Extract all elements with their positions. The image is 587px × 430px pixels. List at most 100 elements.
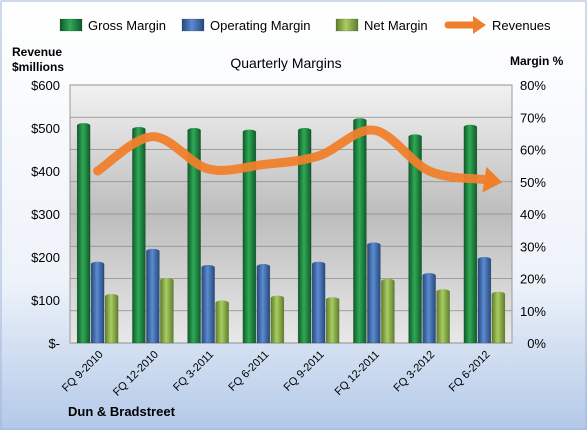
legend: Gross Margin Operating Margin Net Margin Re… <box>59 16 551 34</box>
y-left-tick-label: $400 <box>31 164 60 179</box>
legend-swatch <box>335 18 359 32</box>
bar-cap <box>132 126 146 132</box>
legend-label: Revenues <box>492 18 551 33</box>
y-left-label-line1: Revenue <box>12 45 62 59</box>
bar-body <box>132 128 146 344</box>
bar-body <box>201 266 215 344</box>
bar-cap <box>491 291 505 297</box>
bar-gross-margin <box>408 134 422 344</box>
bar-cap <box>326 297 340 302</box>
bar-body <box>491 293 506 344</box>
bar-gross-margin <box>353 118 367 344</box>
bar-operating-margin <box>146 248 160 344</box>
bar-operating-margin <box>201 265 215 344</box>
bar-body <box>270 297 285 344</box>
bar-operating-margin <box>367 242 381 344</box>
bar-body <box>215 302 229 344</box>
y-left-tick-label: $500 <box>31 121 60 136</box>
footer-company: Dun & Bradstreet <box>68 404 176 419</box>
bar-cap <box>77 123 91 128</box>
bar-net-margin <box>381 278 395 344</box>
bar-cap <box>187 127 201 133</box>
bar-body <box>436 291 450 344</box>
bar-net-margin <box>325 297 340 344</box>
bar-body <box>90 263 105 344</box>
bar-body <box>311 263 326 344</box>
y-right-tick-label: 40% <box>520 207 546 222</box>
bar-gross-margin <box>132 126 146 344</box>
bar-cap <box>242 129 256 134</box>
bar-cap <box>215 300 229 305</box>
bar-net-margin <box>491 291 506 344</box>
bar-cap <box>367 242 381 247</box>
bar-operating-margin <box>256 264 271 344</box>
legend-label: Net Margin <box>364 18 428 33</box>
legend-item-gross-margin: Gross Margin <box>59 18 166 33</box>
bar-cap <box>298 127 312 133</box>
bar-net-margin <box>104 294 119 344</box>
y-left-tick-label: $200 <box>31 250 60 265</box>
revenue-line <box>93 125 503 193</box>
bar-body <box>381 280 395 344</box>
bar-net-margin <box>215 300 229 344</box>
y-left-tick-label: $300 <box>31 207 60 222</box>
legend-arrowhead <box>473 16 486 34</box>
bars <box>76 118 506 344</box>
revenues-arrowhead <box>482 166 503 193</box>
y-right-label: Margin % <box>510 54 564 68</box>
bar-cap <box>312 261 326 267</box>
bar-cap <box>463 124 477 130</box>
revenues-series-line <box>93 125 489 185</box>
bar-operating-margin <box>477 256 492 344</box>
bar-cap <box>201 265 215 270</box>
bar-gross-margin <box>297 127 312 344</box>
bar-operating-margin <box>311 261 326 344</box>
bar-net-margin <box>270 295 285 344</box>
legend-item-net-margin: Net Margin <box>335 18 428 33</box>
y-right-tick-label: 70% <box>520 110 546 125</box>
bar-gross-margin <box>76 123 91 344</box>
legend-item-operating-margin: Operating Margin <box>181 18 310 33</box>
y-right-tick-label: 80% <box>520 78 546 93</box>
bar-body <box>422 275 436 344</box>
legend-swatch <box>181 18 205 32</box>
bar-cap <box>146 248 160 254</box>
bar-body <box>146 250 160 344</box>
bar-cap <box>270 295 284 301</box>
bar-body <box>160 279 174 344</box>
bar-body <box>76 125 91 344</box>
bar-body <box>104 295 119 344</box>
legend-swatch <box>59 18 83 32</box>
y-right-tick-label: 60% <box>520 143 546 158</box>
bar-body <box>256 265 271 344</box>
bar-operating-margin <box>90 261 105 344</box>
chart-title: Quarterly Margins <box>230 55 341 71</box>
bar-cap <box>381 278 395 284</box>
bar-cap <box>408 134 422 139</box>
bar-body <box>477 258 492 344</box>
y-right-tick-label: 0% <box>527 336 546 351</box>
y-left-tick-label: $600 <box>31 78 60 93</box>
y-right-tick-label: 50% <box>520 175 546 190</box>
bar-cap <box>477 256 491 262</box>
bar-cap <box>256 264 270 269</box>
bar-cap <box>91 261 105 267</box>
bar-cap <box>160 277 174 283</box>
legend-item-revenues: Revenues <box>444 16 551 34</box>
bar-body <box>325 299 340 344</box>
bar-gross-margin <box>187 127 201 344</box>
bar-operating-margin <box>422 273 436 344</box>
bar-net-margin <box>436 289 450 344</box>
bar-cap <box>436 289 450 294</box>
bar-body <box>353 120 367 344</box>
legend-label: Gross Margin <box>88 18 166 33</box>
bar-body <box>463 126 478 344</box>
y-right-tick-label: 20% <box>520 272 546 287</box>
y-left-tick-label: $100 <box>31 293 60 308</box>
bar-gross-margin <box>463 124 478 344</box>
y-right-tick-label: 10% <box>520 304 546 319</box>
bar-gross-margin <box>242 129 257 344</box>
